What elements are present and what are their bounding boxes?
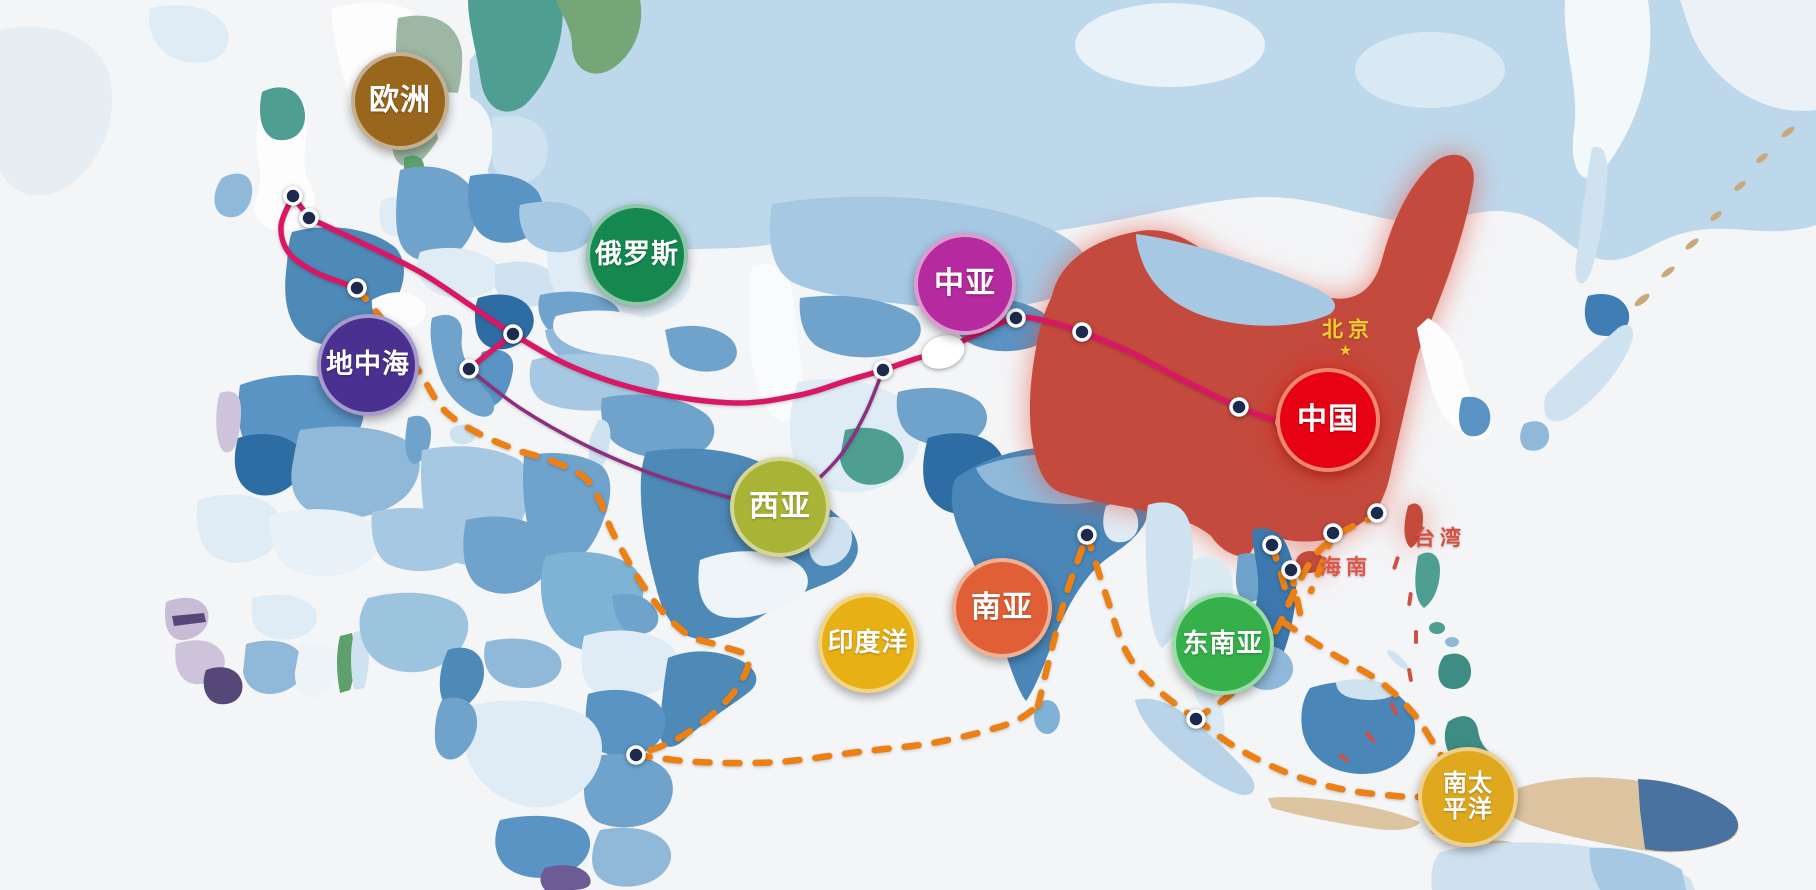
city-label-taiwan: 台湾 bbox=[1414, 522, 1466, 552]
maritime-route-dashed bbox=[1279, 618, 1455, 776]
maritime-route-dashed bbox=[632, 702, 1042, 767]
region-circle-label: 地中海 bbox=[326, 349, 410, 381]
waypoint-dot bbox=[503, 324, 523, 344]
region-circle-label: 南太 bbox=[1443, 769, 1493, 798]
land-route-solid bbox=[278, 193, 360, 291]
region-circle-label: 平洋 bbox=[1443, 795, 1493, 823]
region-circle-southeast-asia: 东南亚 bbox=[1172, 593, 1274, 695]
region-circle-label: 南亚 bbox=[971, 589, 1033, 625]
waypoint-dot bbox=[1072, 322, 1092, 342]
maritime-route-dashed bbox=[1034, 531, 1091, 710]
waypoint-dot bbox=[1229, 397, 1249, 417]
star-icon: ★ bbox=[1338, 341, 1358, 360]
region-circle-label: 俄罗斯 bbox=[595, 239, 679, 271]
waypoint-dot bbox=[873, 360, 893, 380]
kuril-islands bbox=[1634, 126, 1795, 307]
region-circle-label: 东南亚 bbox=[1182, 628, 1264, 659]
nine-dash-line bbox=[1338, 556, 1418, 763]
region-circle-mediterranean: 地中海 bbox=[317, 314, 419, 416]
city-label-text: 海南 bbox=[1320, 555, 1372, 579]
region-circle-europe: 欧洲 bbox=[351, 52, 449, 150]
region-circle-label: 中亚 bbox=[934, 265, 996, 301]
region-circle-label: 欧洲 bbox=[369, 82, 431, 118]
waypoint-dot bbox=[1006, 308, 1026, 328]
junction-node bbox=[921, 335, 965, 369]
maritime-route-dashed bbox=[1192, 715, 1430, 801]
region-circle-south-asia: 南亚 bbox=[952, 558, 1052, 658]
region-circle-central-asia: 中亚 bbox=[914, 233, 1016, 335]
waypoint-dot bbox=[299, 208, 319, 228]
region-circle-indian-ocean: 印度洋 bbox=[818, 593, 918, 693]
waypoint-dot bbox=[1281, 560, 1301, 580]
region-circle-label: 西亚 bbox=[749, 488, 811, 524]
waypoint-dot bbox=[347, 278, 367, 298]
waypoint-dot bbox=[1262, 535, 1282, 555]
region-circle-label: 中国 bbox=[1297, 401, 1359, 437]
waypoint-dot bbox=[1077, 525, 1097, 545]
waypoint-dot bbox=[1367, 503, 1387, 523]
waypoint-dot bbox=[283, 186, 303, 206]
waypoint-dot bbox=[459, 359, 479, 379]
maritime-route-dashed bbox=[353, 284, 752, 759]
branch-route-solid bbox=[467, 367, 754, 505]
waypoint-dot bbox=[1323, 523, 1343, 543]
taiwan-island bbox=[1404, 503, 1423, 548]
region-circle-russia: 俄罗斯 bbox=[586, 204, 688, 306]
region-circle-south-pacific: 南太 平洋 bbox=[1418, 747, 1518, 847]
city-label-hainan: 海南 bbox=[1320, 551, 1372, 581]
waypoint-dot bbox=[626, 745, 646, 765]
city-label-text: 台湾 bbox=[1414, 526, 1466, 550]
region-circle-west-asia: 西亚 bbox=[730, 457, 830, 557]
city-label-beijing: 北京 ★ bbox=[1322, 314, 1374, 359]
region-circle-label: 印度洋 bbox=[827, 627, 909, 658]
region-circle-china: 中国 bbox=[1276, 368, 1380, 472]
maritime-route-dashed bbox=[1083, 531, 1200, 723]
waypoint-dot bbox=[1186, 709, 1206, 729]
city-label-text: 北京 bbox=[1322, 317, 1374, 342]
